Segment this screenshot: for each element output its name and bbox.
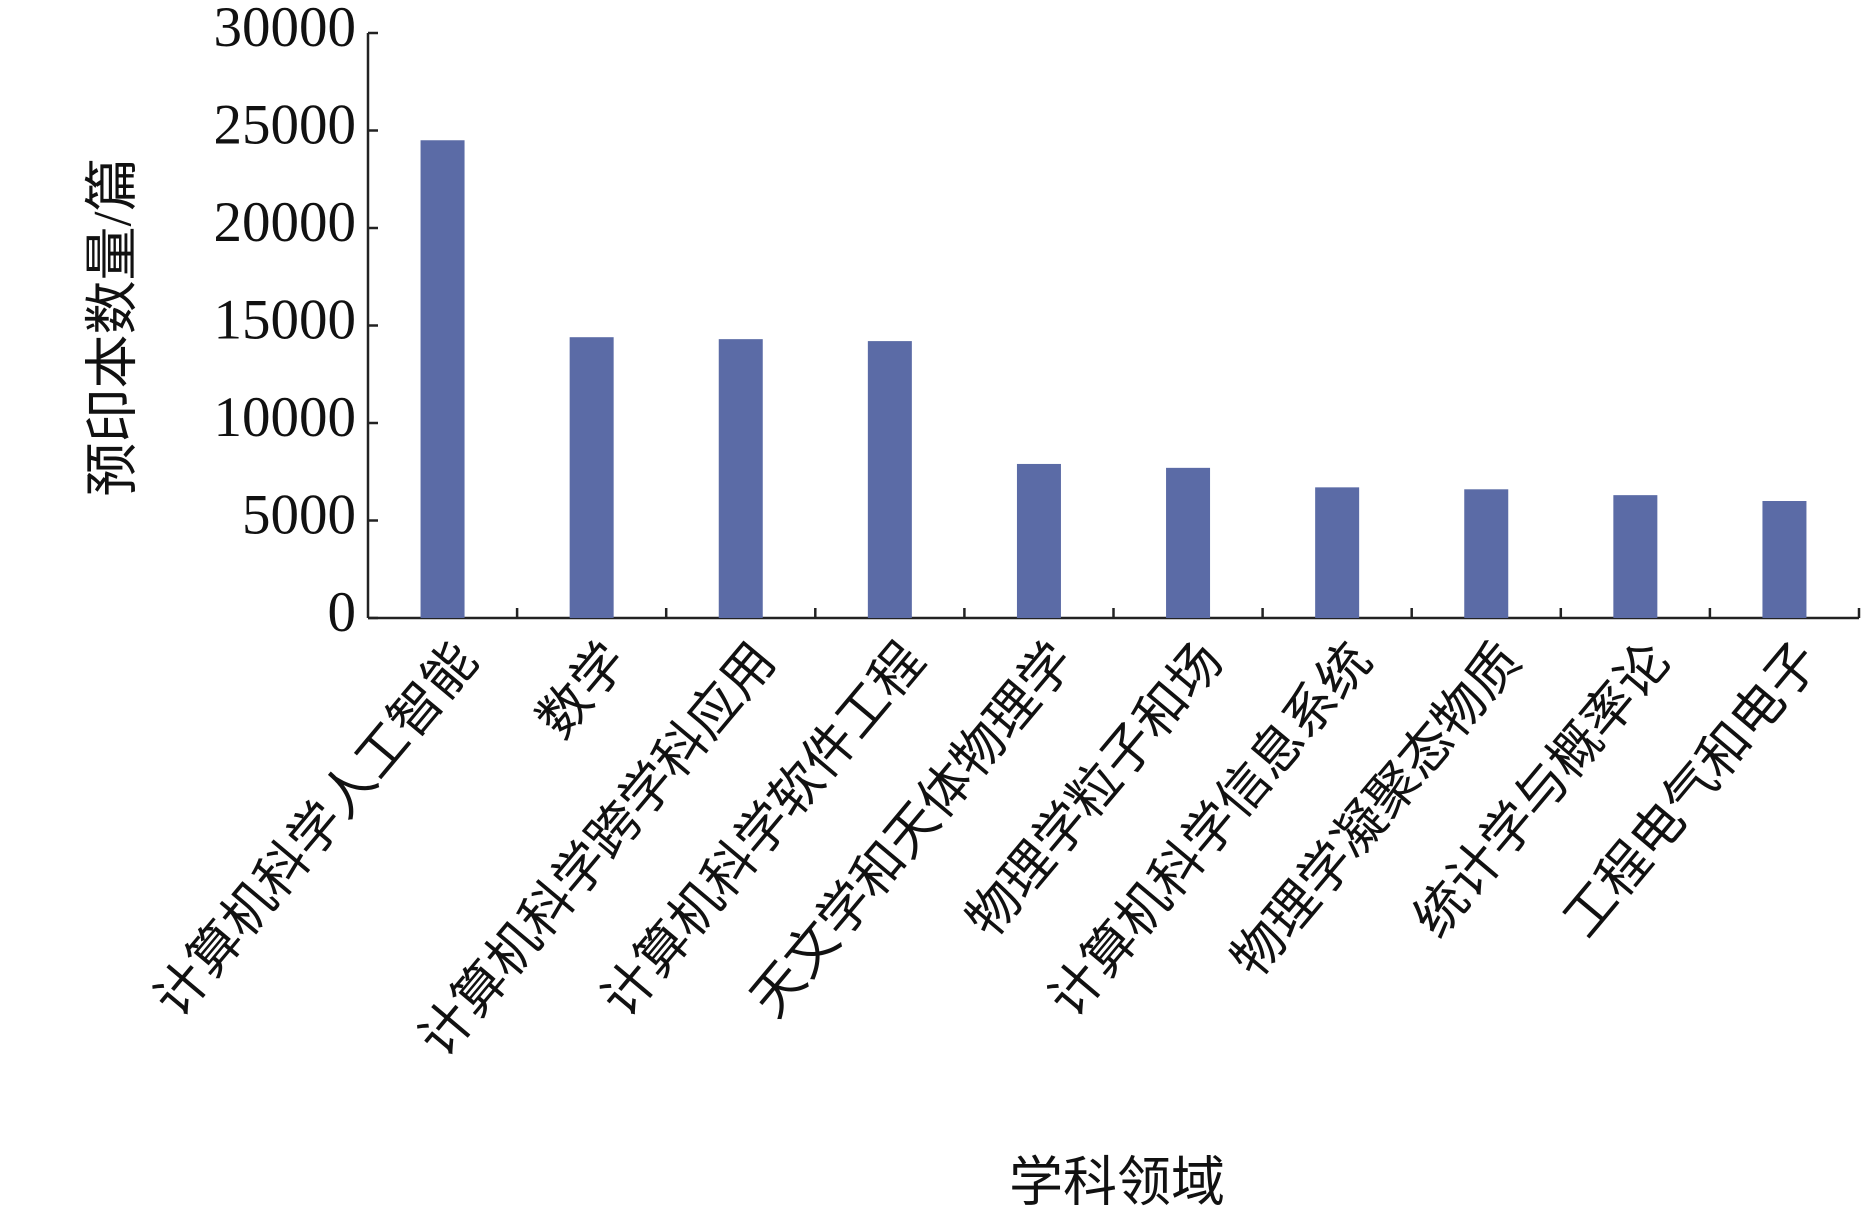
y-axis-title: 预印本数量/篇 bbox=[82, 157, 142, 496]
y-tick-label: 20000 bbox=[214, 191, 357, 254]
bar bbox=[1613, 495, 1658, 618]
x-tick-label: 工程电气和电子 bbox=[1553, 633, 1831, 948]
x-tick-label: 数学 bbox=[527, 633, 638, 749]
x-tick-label: 物理学凝聚态物质 bbox=[1222, 633, 1533, 988]
bar bbox=[1762, 501, 1807, 618]
y-tick-label: 25000 bbox=[214, 94, 357, 157]
x-tick-label: 计算机科学人工智能 bbox=[144, 633, 488, 1028]
bar bbox=[1315, 487, 1360, 618]
x-tick-label: 统计学与概率论 bbox=[1404, 633, 1682, 948]
bar bbox=[569, 337, 614, 618]
bar bbox=[1166, 467, 1211, 618]
bar bbox=[420, 140, 465, 618]
x-axis-title: 学科领域 bbox=[1009, 1152, 1225, 1212]
bar bbox=[1464, 489, 1509, 618]
y-tick-label: 15000 bbox=[214, 289, 357, 352]
x-tick-label: 物理学粒子和场 bbox=[957, 633, 1235, 948]
y-tick-label: 30000 bbox=[214, 0, 357, 59]
y-tick-label: 10000 bbox=[214, 386, 357, 449]
y-tick-label: 5000 bbox=[242, 484, 356, 547]
bar bbox=[867, 341, 912, 618]
bar bbox=[718, 339, 763, 618]
y-tick-label: 0 bbox=[328, 581, 357, 644]
bar bbox=[1016, 463, 1061, 618]
